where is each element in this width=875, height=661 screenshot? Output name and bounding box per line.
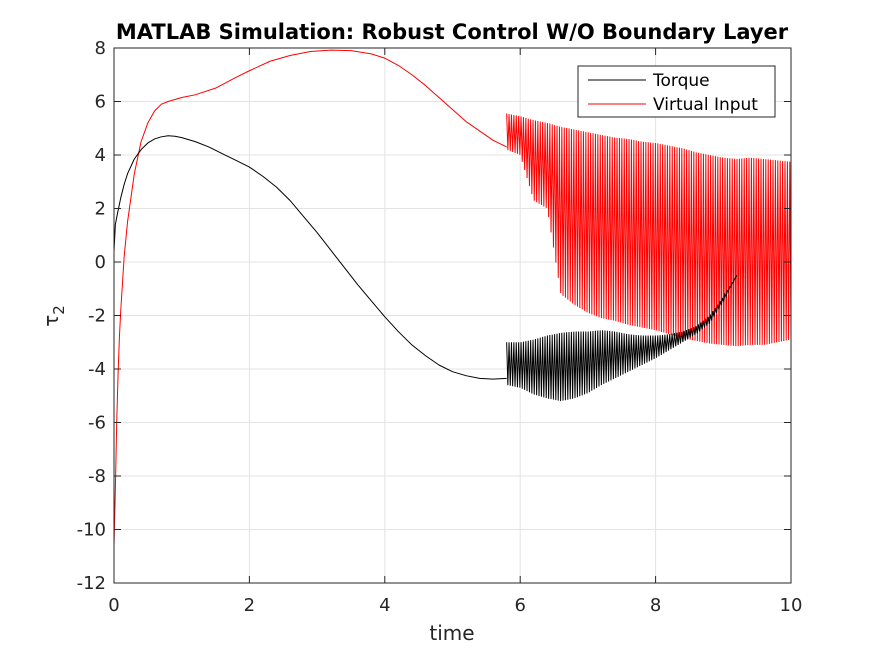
y-tick-label: -4 <box>88 359 106 380</box>
y-tick-label: 4 <box>95 145 106 166</box>
series-line-virtual-input <box>113 49 507 546</box>
chart-title: MATLAB Simulation: Robust Control W/O Bo… <box>116 20 789 44</box>
y-tick-label: -6 <box>88 413 106 434</box>
series-layer <box>113 49 792 546</box>
x-axis-label: time <box>429 621 474 645</box>
grid-lines <box>113 47 792 584</box>
tick-marks <box>113 47 792 584</box>
x-tick-labels: 0 2 4 6 8 10 <box>108 595 802 616</box>
x-tick-label: 8 <box>650 595 661 616</box>
y-axis-label: τ2 <box>39 305 68 327</box>
x-tick-label: 10 <box>780 595 803 616</box>
y-tick-label: -12 <box>77 573 106 594</box>
legend: Torque Virtual Input <box>577 65 776 118</box>
x-tick-label: 0 <box>108 595 119 616</box>
y-axis-label-symbol: τ <box>39 315 63 327</box>
y-tick-label: -2 <box>88 306 106 327</box>
y-tick-label: 8 <box>95 38 106 59</box>
y-tick-label: 2 <box>95 199 106 220</box>
y-tick-label: 6 <box>95 92 106 113</box>
legend-box <box>577 65 776 118</box>
legend-label-torque: Torque <box>652 71 710 91</box>
series-line-torque <box>113 135 507 380</box>
y-axis-label-subscript: 2 <box>50 305 68 315</box>
y-tick-label: -10 <box>77 520 106 541</box>
series-oscillation-virtual-input <box>506 113 792 347</box>
series-torque <box>113 135 738 402</box>
svg-text:τ2: τ2 <box>39 305 68 327</box>
x-tick-label: 6 <box>514 595 525 616</box>
legend-label-virtual-input: Virtual Input <box>653 95 758 115</box>
x-tick-label: 4 <box>379 595 390 616</box>
series-virtual-input <box>113 49 792 546</box>
x-tick-label: 2 <box>244 595 255 616</box>
series-oscillation-torque <box>506 275 738 402</box>
y-tick-labels: -12 -10 -8 -6 -4 -2 0 2 4 6 8 <box>77 38 106 594</box>
y-tick-label: -8 <box>88 466 106 487</box>
y-tick-label: 0 <box>95 252 106 273</box>
